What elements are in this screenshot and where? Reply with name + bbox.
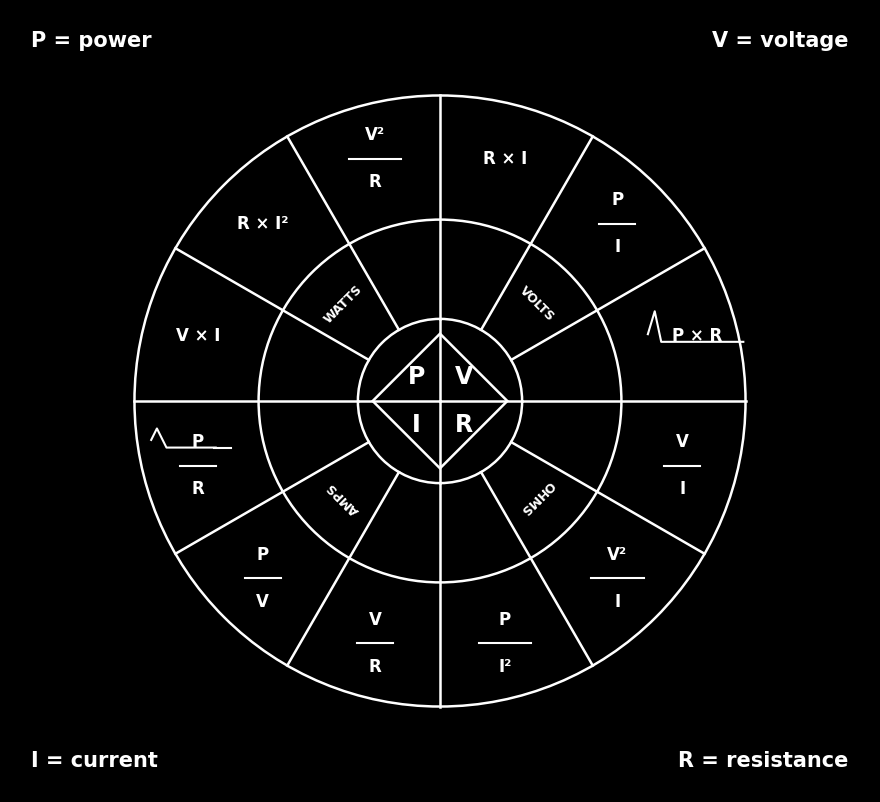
Text: P: P [612, 191, 623, 209]
Text: VOLTS: VOLTS [517, 284, 557, 324]
Text: OHMS: OHMS [517, 478, 556, 517]
Text: V: V [369, 610, 382, 629]
Text: V × I: V × I [176, 327, 220, 345]
Text: V: V [256, 593, 269, 611]
Text: R × I: R × I [483, 150, 527, 168]
Text: R × I²: R × I² [237, 215, 289, 233]
Text: V: V [455, 366, 473, 389]
Text: R: R [369, 173, 381, 192]
Text: P = power: P = power [32, 30, 152, 51]
Text: P × R: P × R [672, 327, 722, 345]
Text: WATTS: WATTS [321, 282, 365, 326]
Text: AMPS: AMPS [325, 479, 362, 516]
Text: P: P [499, 610, 511, 629]
Text: R: R [455, 413, 473, 436]
Text: R: R [369, 658, 381, 676]
Text: P: P [192, 433, 204, 452]
Text: I: I [679, 480, 686, 498]
Text: I: I [614, 238, 620, 256]
Text: R = resistance: R = resistance [678, 751, 848, 772]
Text: V²: V² [607, 546, 627, 564]
Text: I = current: I = current [32, 751, 158, 772]
Text: I²: I² [498, 658, 511, 676]
Text: P: P [407, 366, 425, 389]
Text: V = voltage: V = voltage [712, 30, 848, 51]
Text: V: V [676, 433, 689, 452]
Text: I: I [614, 593, 620, 611]
Circle shape [135, 95, 745, 707]
Text: V²: V² [365, 126, 385, 144]
Text: R: R [192, 480, 204, 498]
Text: P: P [257, 546, 268, 564]
Text: I: I [412, 413, 421, 436]
